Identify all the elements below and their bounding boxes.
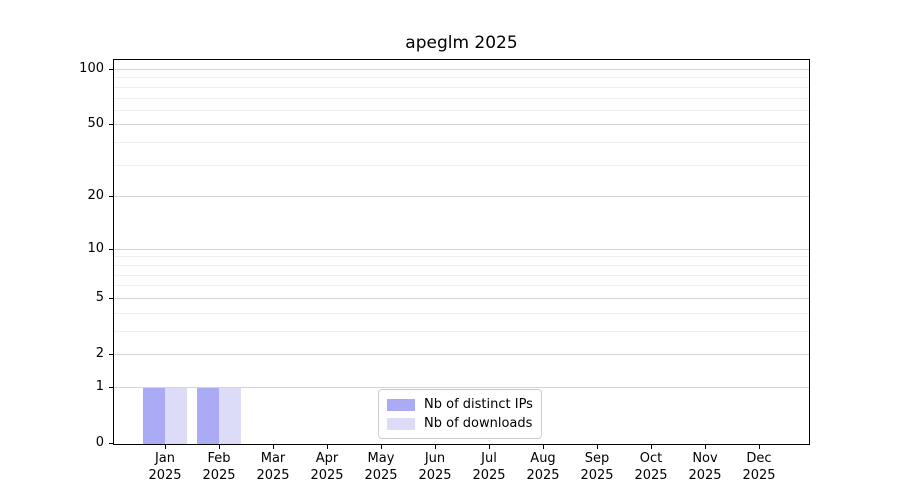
gridline-minor <box>114 109 809 111</box>
x-tick-mark <box>219 445 220 449</box>
x-tick-label: Jun 2025 <box>418 451 452 483</box>
y-tick-mark <box>109 69 113 70</box>
x-tick-label: Oct 2025 <box>634 451 668 483</box>
x-tick-label: Apr 2025 <box>310 451 344 483</box>
x-tick-label: Mar 2025 <box>256 451 290 483</box>
legend-item-downloads: Nb of downloads <box>387 416 533 431</box>
chart-title: apeglm 2025 <box>405 33 518 53</box>
x-tick-label: Feb 2025 <box>202 451 236 483</box>
legend: Nb of distinct IPs Nb of downloads <box>378 389 542 439</box>
x-tick-mark <box>327 445 328 449</box>
y-tick-mark <box>109 196 113 197</box>
bar-feb-distinct-ips <box>197 387 219 444</box>
x-tick-label: Dec 2025 <box>742 451 776 483</box>
gridline-minor <box>114 330 809 332</box>
legend-swatch-downloads <box>387 417 415 430</box>
gridline-major <box>114 354 809 355</box>
gridline-minor <box>114 264 809 266</box>
x-tick-label: Aug 2025 <box>526 451 560 483</box>
y-tick-mark <box>109 443 113 444</box>
gridline-major <box>114 196 809 198</box>
gridline-minor <box>114 285 809 287</box>
gridline-major <box>114 69 809 70</box>
gridline-minor <box>114 86 809 88</box>
y-tick-label: 50 <box>87 116 104 132</box>
y-tick-mark <box>109 124 113 125</box>
gridline-major <box>114 297 809 299</box>
x-tick-label: Sep 2025 <box>580 451 614 483</box>
x-tick-label: Jan 2025 <box>148 451 182 483</box>
plot-area: Nb of distinct IPs Nb of downloads <box>113 59 810 445</box>
x-tick-mark <box>543 445 544 449</box>
x-tick-label: May 2025 <box>364 451 398 483</box>
gridline-minor <box>114 97 809 99</box>
x-tick-mark <box>705 445 706 449</box>
x-tick-label: Jul 2025 <box>472 451 506 483</box>
y-tick-mark <box>109 298 113 299</box>
x-tick-mark <box>597 445 598 449</box>
legend-item-distinct-ips: Nb of distinct IPs <box>387 397 533 412</box>
y-tick-label: 10 <box>87 240 104 256</box>
legend-label-downloads: Nb of downloads <box>424 416 533 431</box>
x-tick-mark <box>489 445 490 449</box>
gridline-minor <box>114 142 809 144</box>
y-tick-mark <box>109 387 113 388</box>
y-tick-label: 2 <box>95 346 104 361</box>
gridline-minor <box>114 274 809 276</box>
y-tick-label: 5 <box>95 289 104 305</box>
x-tick-mark <box>651 445 652 449</box>
x-tick-mark <box>381 445 382 449</box>
gridline-major <box>114 248 809 250</box>
x-tick-mark <box>759 445 760 449</box>
x-tick-mark <box>165 445 166 449</box>
x-tick-mark <box>273 445 274 449</box>
legend-swatch-distinct-ips <box>387 398 415 411</box>
y-tick-label: 0 <box>95 435 104 450</box>
gridline-minor <box>114 77 809 79</box>
y-tick-label: 100 <box>79 61 104 76</box>
y-tick-mark <box>109 249 113 250</box>
gridline-major <box>114 124 809 126</box>
bar-jan-downloads <box>165 387 187 444</box>
gridline-major <box>114 386 809 388</box>
legend-label-distinct-ips: Nb of distinct IPs <box>424 397 533 412</box>
x-tick-mark <box>435 445 436 449</box>
y-tick-mark <box>109 354 113 355</box>
x-tick-label: Nov 2025 <box>688 451 722 483</box>
bar-feb-downloads <box>219 387 241 444</box>
gridline-minor <box>114 164 809 166</box>
bar-jan-distinct-ips <box>143 387 165 444</box>
y-tick-label: 20 <box>87 188 104 204</box>
y-tick-label: 1 <box>95 378 104 394</box>
gridline-minor <box>114 256 809 258</box>
gridline-minor <box>114 312 809 314</box>
